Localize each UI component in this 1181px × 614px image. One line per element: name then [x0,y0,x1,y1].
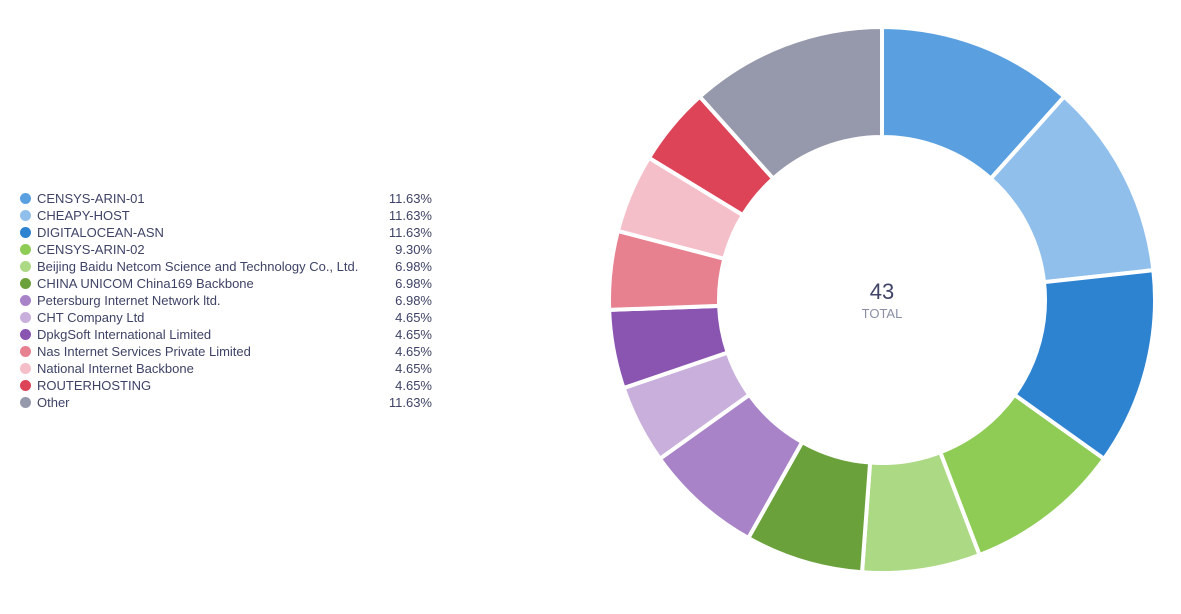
legend-item[interactable]: ROUTERHOSTING 4.65% [20,377,432,394]
legend-swatch [20,346,31,357]
legend-label: Other [37,395,70,410]
donut-total-label: TOTAL [862,306,903,321]
legend-value: 11.63% [388,191,432,206]
legend-label: DpkgSoft International Limited [37,327,212,342]
legend-label: Petersburg Internet Network ltd. [37,293,221,308]
legend-label: CENSYS-ARIN-01 [37,191,145,206]
legend-swatch [20,278,31,289]
legend-label: Nas Internet Services Private Limited [37,344,251,359]
legend-swatch [20,397,31,408]
legend-item[interactable]: Beijing Baidu Netcom Science and Technol… [20,258,432,275]
legend-value: 9.30% [395,242,432,257]
legend-swatch [20,312,31,323]
legend-swatch [20,295,31,306]
donut-slices [607,24,1157,575]
legend-value: 4.65% [395,378,432,393]
legend-swatch [20,193,31,204]
legend-label: DIGITALOCEAN-ASN [37,225,164,240]
legend-swatch [20,261,31,272]
legend-label: ROUTERHOSTING [37,378,152,393]
donut-total: 43 [870,279,894,304]
legend-swatch [20,380,31,391]
legend-label: CENSYS-ARIN-02 [37,242,145,257]
legend-value: 11.63% [388,395,432,410]
legend-swatch [20,227,31,238]
donut-slice[interactable] [696,24,884,182]
legend-value: 6.98% [395,276,432,291]
legend-value: 6.98% [395,259,432,274]
legend-item[interactable]: CENSYS-ARIN-02 9.30% [20,241,432,258]
legend-value: 6.98% [395,293,432,308]
legend-item[interactable]: CHT Company Ltd 4.65% [20,309,432,326]
legend-label: CHT Company Ltd [37,310,145,325]
legend-swatch [20,329,31,340]
legend-item[interactable]: DpkgSoft International Limited 4.65% [20,326,432,343]
legend-item[interactable]: DIGITALOCEAN-ASN 11.63% [20,224,432,241]
legend-item[interactable]: CENSYS-ARIN-01 11.63% [20,190,432,207]
legend-item[interactable]: Other 11.63% [20,394,432,411]
legend-value: 4.65% [395,344,432,359]
legend-swatch [20,363,31,374]
legend-item[interactable]: Nas Internet Services Private Limited 4.6… [20,343,432,360]
legend-item[interactable]: National Internet Backbone 4.65% [20,360,432,377]
legend-value: 11.63% [388,225,432,240]
legend-swatch [20,244,31,255]
legend-value: 11.63% [388,208,432,223]
chart-legend: CENSYS-ARIN-01 11.63% CHEAPY-HOST 11.63% DIG… [20,190,432,411]
legend-value: 4.65% [395,310,432,325]
legend-value: 4.65% [395,361,432,376]
legend-swatch [20,210,31,221]
legend-label: CHINA UNICOM China169 Backbone [37,276,254,291]
legend-label: Beijing Baidu Netcom Science and Technol… [37,259,359,274]
legend-item[interactable]: CHEAPY-HOST 11.63% [20,207,432,224]
legend-item[interactable]: CHINA UNICOM China169 Backbone 6.98% [20,275,432,292]
legend-label: National Internet Backbone [37,361,194,376]
legend-label: CHEAPY-HOST [37,208,130,223]
legend-value: 4.65% [395,327,432,342]
legend-item[interactable]: Petersburg Internet Network ltd. 6.98% [20,292,432,309]
